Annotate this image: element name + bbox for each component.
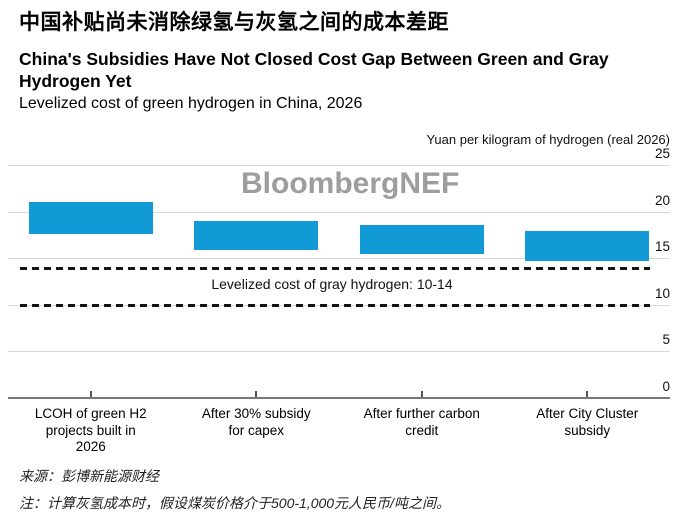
x-axis-tick — [89, 391, 92, 397]
gridline-5 — [8, 351, 670, 353]
gridline-20 — [8, 211, 670, 213]
y-tick-label-0: 0 — [662, 379, 670, 394]
category-label-line: subsidy — [564, 422, 611, 438]
range-bar — [359, 224, 484, 254]
category-label: After further carbon credit — [340, 406, 504, 439]
y-tick-label-15: 15 — [654, 239, 670, 255]
category-label-line: LCOH of green H2 — [34, 406, 147, 421]
range-bar — [28, 202, 153, 234]
category-label-line: 2026 — [75, 439, 106, 454]
source-note: 来源：彭博新能源财经 — [19, 468, 159, 484]
category-label-line: for capex — [228, 422, 285, 438]
y-axis-unit-label: Yuan per kilogram of hydrogen (real 2026… — [426, 132, 670, 147]
category-label: LCOH of green H2 projects built in 2026 — [9, 406, 173, 456]
page-title-english: China's Subsidies Have Not Closed Cost G… — [19, 49, 609, 91]
gridline-25 — [8, 165, 670, 166]
y-tick-label-5: 5 — [662, 332, 670, 348]
x-axis-tick — [255, 391, 258, 397]
category-label-line: projects built in — [45, 422, 136, 438]
y-tick-label-20: 20 — [654, 192, 670, 208]
category-label: After 30% subsidy for capex — [174, 406, 338, 439]
gray-hydrogen-range-annotation: Levelized cost of gray hydrogen: 10-14 — [211, 276, 453, 292]
gridline-15 — [8, 258, 670, 260]
range-bar — [194, 220, 319, 250]
gray-hydrogen-dashed-line-10 — [20, 303, 650, 307]
category-label-line: After City Cluster — [536, 406, 639, 421]
category-label-line: After 30% subsidy — [201, 406, 311, 421]
x-axis-tick — [420, 391, 423, 397]
category-label-line: After further carbon — [363, 406, 480, 421]
page-title-chinese: 中国补贴尚未消除绿氢与灰氢之间的成本差距 — [19, 11, 449, 34]
range-bar — [525, 231, 650, 261]
bloombergnef-watermark: BloombergNEF — [241, 167, 460, 200]
assumption-note: 注：计算灰氢成本时，假设煤炭价格介于500-1,000元人民币/吨之间。 — [19, 495, 450, 511]
gray-hydrogen-dashed-line-14 — [20, 266, 650, 270]
x-axis-tick — [586, 391, 589, 397]
y-tick-label-25: 25 — [654, 146, 670, 161]
y-tick-label-10: 10 — [654, 285, 670, 301]
chart-subtitle: Levelized cost of green hydrogen in Chin… — [19, 95, 363, 112]
x-axis-baseline — [8, 397, 670, 399]
category-label-line: credit — [405, 422, 439, 438]
category-label: After City Cluster subsidy — [505, 406, 669, 439]
